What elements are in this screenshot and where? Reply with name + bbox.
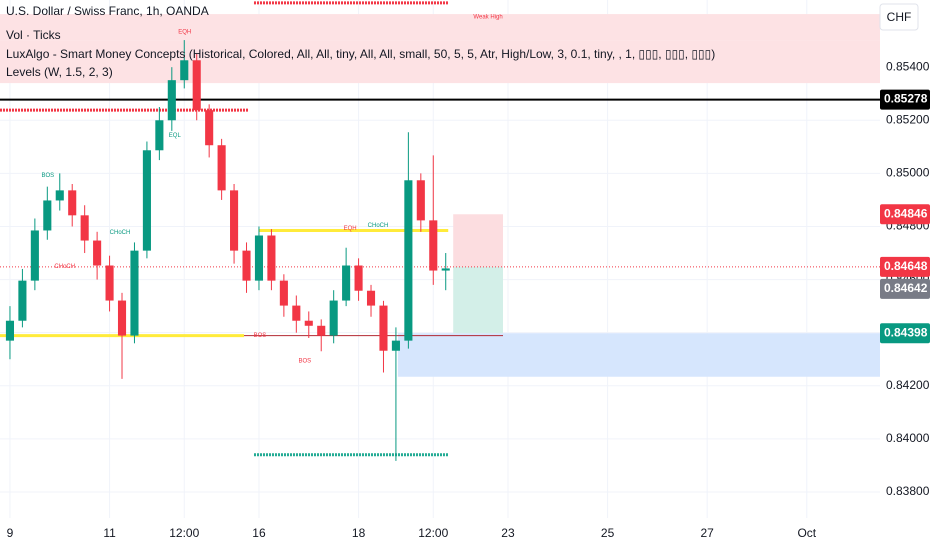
zone — [453, 266, 503, 334]
annotation: EQH — [178, 30, 191, 36]
candle-body — [292, 305, 301, 321]
candle-body — [43, 200, 52, 231]
currency-label[interactable]: CHF — [887, 10, 912, 24]
indicator-label: Levels (W, 1.5, 2, 3) — [6, 65, 113, 79]
candle-body — [142, 150, 151, 251]
x-tick-label: 23 — [501, 526, 515, 540]
candle-body — [329, 300, 338, 336]
candle-body — [242, 250, 251, 281]
annotation: Weak High — [473, 14, 502, 20]
y-tick-label: 0.85200 — [886, 112, 930, 126]
candle-body — [155, 120, 164, 151]
price-label-box — [880, 89, 930, 110]
x-tick-label: Oct — [797, 526, 816, 540]
y-tick-label: 0.85400 — [886, 59, 930, 73]
annotation: CHoCH — [368, 223, 389, 229]
candle-body — [68, 190, 77, 216]
annotation: BOS — [254, 333, 267, 339]
candle-body — [254, 235, 264, 281]
candle-body — [267, 235, 276, 281]
x-tick-label: 11 — [103, 526, 116, 540]
y-tick-label: 0.84000 — [886, 431, 930, 445]
candle-body — [379, 305, 388, 351]
candle-body — [192, 60, 201, 111]
time-axis — [0, 518, 932, 550]
price-label-box — [880, 278, 930, 299]
candle-body — [93, 240, 102, 266]
y-tick-label: 0.84200 — [886, 378, 930, 392]
price-label: 0.84398 — [884, 325, 928, 339]
price-label-box — [880, 256, 930, 277]
annotation: CHoCH — [110, 230, 131, 236]
price-label: 0.84642 — [884, 281, 928, 295]
candle-body — [342, 265, 351, 301]
indicator-label: Vol · Ticks — [6, 28, 61, 42]
candle-body — [55, 190, 64, 201]
chart-title: U.S. Dollar / Swiss Franc, 1h, OANDA — [6, 4, 209, 18]
candle-body — [304, 320, 313, 326]
zone — [0, 14, 880, 41]
candle-body — [354, 265, 363, 291]
x-tick-label: 27 — [701, 526, 715, 540]
candle-body — [117, 300, 127, 336]
price-label: 0.85278 — [884, 92, 928, 106]
x-tick-label: 12:00 — [169, 526, 199, 540]
x-tick-label: 9 — [7, 526, 14, 540]
candle-body — [167, 80, 176, 121]
x-tick-label: 25 — [601, 526, 615, 540]
x-tick-label: 12:00 — [418, 526, 448, 540]
candle-body — [391, 340, 400, 351]
annotation: EQH — [344, 226, 357, 232]
candle-body — [18, 280, 27, 321]
candle-body — [205, 110, 214, 146]
y-tick-label: 0.83800 — [886, 484, 930, 498]
annotation: CHoCH — [54, 264, 75, 270]
price-label: 0.84846 — [884, 206, 928, 220]
currency-button[interactable] — [879, 3, 919, 31]
candle-body — [404, 180, 413, 341]
candle-body — [416, 180, 425, 221]
candle-body — [5, 320, 15, 341]
x-tick-label: 16 — [252, 526, 266, 540]
candle-body — [429, 220, 438, 271]
candle-body — [217, 145, 226, 191]
annotation: EQL — [169, 133, 182, 139]
x-tick-label: 18 — [352, 526, 366, 540]
annotation: BOS — [298, 358, 311, 364]
candle-body — [180, 60, 189, 81]
candle-body — [317, 325, 326, 336]
price-label-box — [880, 323, 930, 344]
candle-body — [80, 215, 89, 241]
candle-body — [279, 280, 288, 306]
candle-body — [366, 290, 376, 306]
candle-body — [230, 190, 239, 251]
price-label: 0.84648 — [884, 259, 928, 273]
candle-body — [130, 250, 139, 336]
candle-body — [105, 265, 114, 301]
y-tick-label: 0.85000 — [886, 166, 930, 180]
zone — [453, 214, 503, 267]
price-label-box — [880, 204, 930, 225]
zone — [0, 40, 880, 84]
annotation: BOS — [41, 173, 54, 179]
candle-body — [441, 268, 450, 271]
indicator-label: LuxAlgo - Smart Money Concepts (Historic… — [6, 47, 715, 61]
candle-body — [30, 230, 39, 281]
zone — [397, 333, 880, 377]
